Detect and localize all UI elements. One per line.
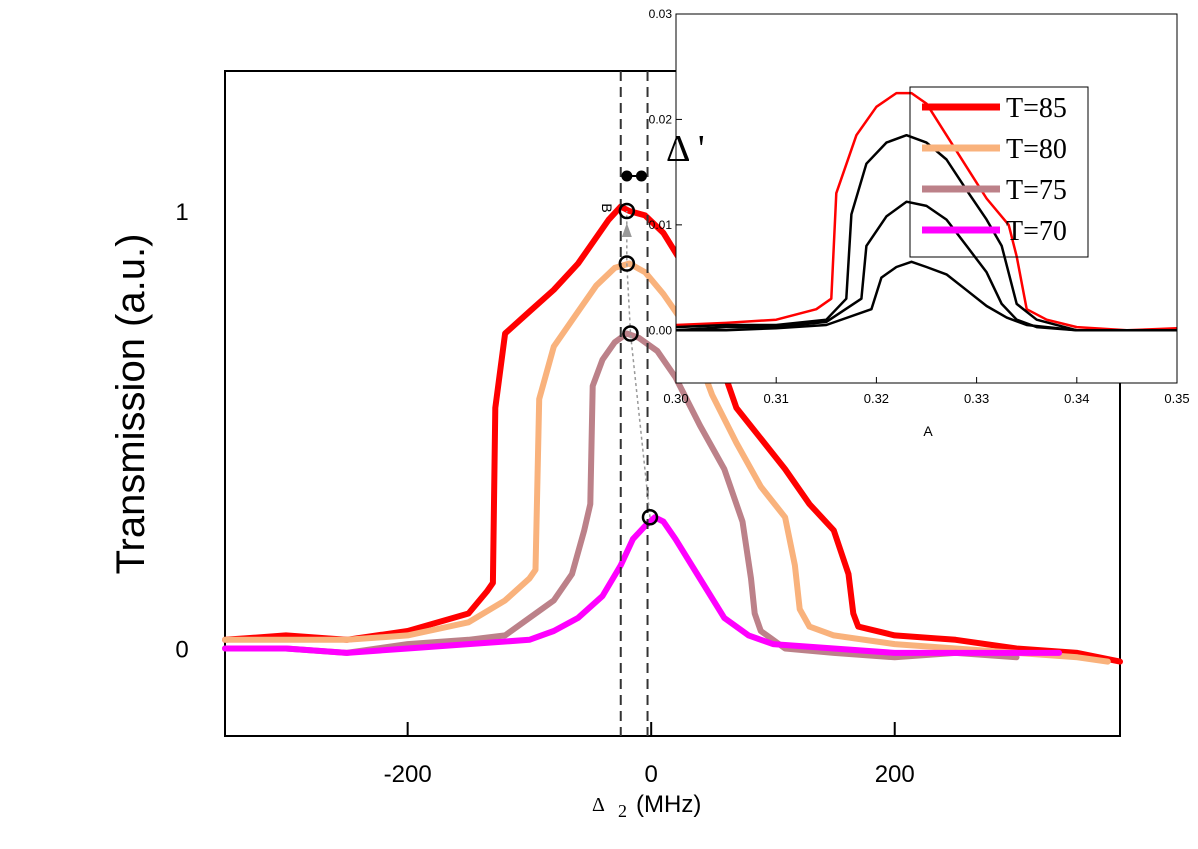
legend-box (909, 86, 1089, 258)
inset-x-tick-label: 0.35 (1164, 391, 1189, 406)
legend-label: T=70 (1006, 216, 1067, 247)
markers-group (618, 170, 659, 526)
x-tick-label: 200 (875, 761, 915, 788)
inset-ticks-group: 0.30 0.31 0.32 0.33 0.34 0.35 0.00 0.01 0.02 0.03 (649, 7, 1190, 406)
inset-y-tick-label: 0.03 (649, 7, 673, 21)
x-tick-label: 0 (645, 761, 658, 788)
x-tick-label: -200 (384, 761, 432, 788)
series-line-t-75 (222, 330, 1020, 661)
inset-y-tick-label: 0.01 (649, 218, 673, 232)
x-axis-label-symbol: Δ (592, 794, 605, 816)
x-axis-label-sub: 2 (618, 801, 627, 821)
inset-y-tick-label: 0.02 (649, 112, 673, 126)
inset-x-tick-label: 0.34 (1064, 391, 1089, 406)
legend-label: T=80 (1006, 134, 1067, 165)
open-marker (618, 202, 636, 220)
x-axis-label: Δ 2 (MHz) (592, 791, 701, 821)
y-tick-label: 0 (175, 637, 188, 664)
delta-prime-label: Δ ' (666, 128, 705, 170)
arrow-guide-line (626, 211, 651, 518)
y-tick-label: 1 (175, 199, 188, 226)
legend-label: T=75 (1006, 175, 1067, 206)
inset-series-line-black-2 (675, 200, 1177, 332)
inset-series-line-black-3 (676, 260, 1177, 332)
y-axis-label: Transmission (a.u.) (109, 234, 153, 575)
arrow-head (621, 223, 632, 237)
x-axis-label-unit: (MHz) (636, 791, 701, 818)
inset-x-tick-label: 0.32 (864, 391, 889, 406)
main-guides-group (619, 71, 651, 736)
inset-x-axis-label: A (923, 423, 933, 439)
inset-frame (675, 13, 1178, 384)
inset-series-line-black-1 (675, 133, 1177, 332)
inset-y-tick-label: 0.00 (649, 323, 673, 337)
series-line-t-85 (222, 203, 1123, 665)
main-ticks-group: -200 0 200 0 1 (175, 199, 914, 788)
open-marker (641, 509, 659, 526)
legend: T=85 T=80 T=75 T=70 (909, 86, 1089, 258)
inset-x-tick-label: 0.30 (663, 391, 688, 406)
legend-label: T=85 (1006, 93, 1067, 124)
series-line-t-80 (222, 260, 1111, 665)
inset-x-tick-label: 0.33 (964, 391, 989, 406)
main-series-group (222, 203, 1123, 665)
open-marker (618, 255, 636, 272)
main-plot-frame (224, 70, 1121, 737)
open-marker (622, 325, 639, 342)
legend-items-group: T=85 T=80 T=75 T=70 (922, 93, 1067, 247)
inset-x-tick-label: 0.31 (764, 391, 789, 406)
series-line-t-70 (222, 514, 1063, 656)
inset-y-axis-label: B (599, 203, 615, 212)
